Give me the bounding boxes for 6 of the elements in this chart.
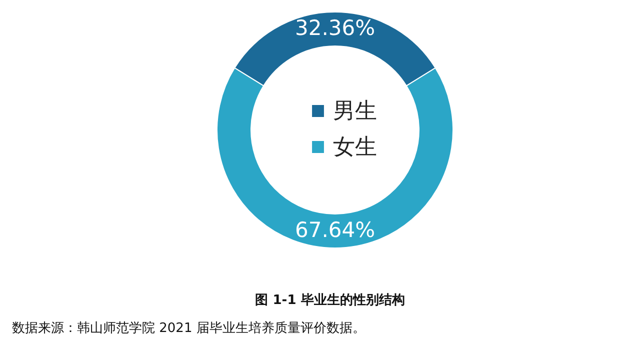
data-label: 67.64% xyxy=(294,218,376,242)
source-note: 数据来源：韩山师范学院 2021 届毕业生培养质量评价数据。 xyxy=(12,320,366,336)
data-label: 32.36% xyxy=(294,16,376,40)
text: 图 1-1 毕业生的性别结构 xyxy=(255,293,405,308)
legend-label: 女生 xyxy=(333,135,377,160)
legend-label: 男生 xyxy=(333,99,377,124)
